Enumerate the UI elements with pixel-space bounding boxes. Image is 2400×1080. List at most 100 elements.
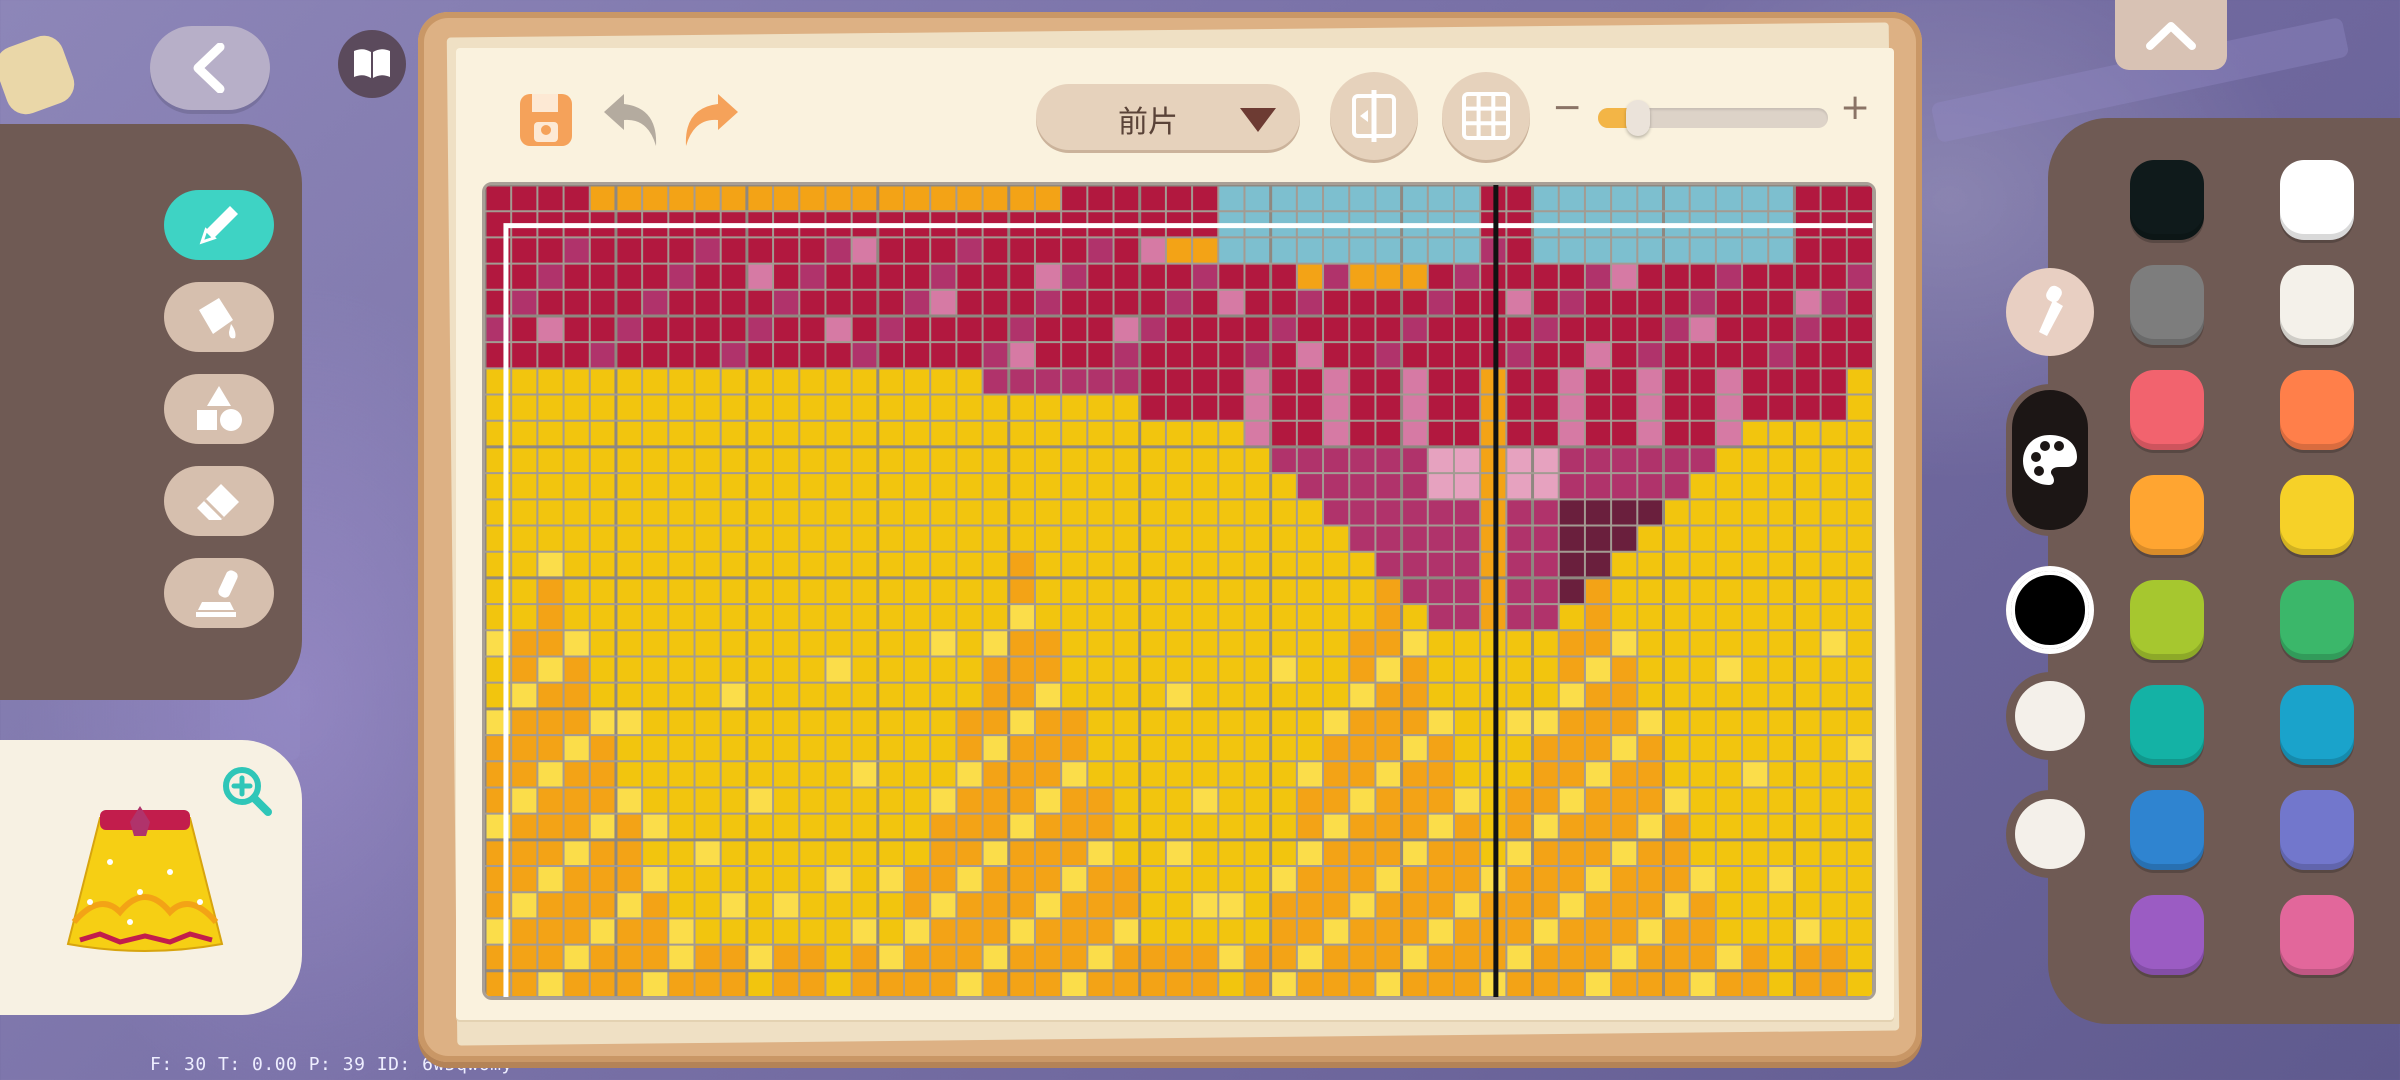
pixel-cell[interactable] (1584, 839, 1612, 867)
pixel-cell[interactable] (746, 237, 774, 264)
pixel-cell[interactable] (956, 446, 983, 474)
pixel-cell[interactable] (1427, 839, 1454, 867)
pixel-cell[interactable] (1794, 866, 1821, 893)
pixel-cell[interactable] (642, 656, 669, 683)
pixel-cell[interactable] (1087, 656, 1114, 683)
pixel-cell[interactable] (668, 289, 695, 316)
pixel-cell[interactable] (694, 787, 721, 814)
pixel-cell[interactable] (1768, 708, 1795, 736)
pixel-cell[interactable] (1558, 682, 1585, 709)
zoom-in-icon[interactable] (220, 764, 276, 820)
pixel-cell[interactable] (904, 315, 931, 343)
pixel-cell[interactable] (720, 185, 747, 212)
pixel-cell[interactable] (1742, 551, 1769, 578)
pixel-cell[interactable] (877, 813, 905, 840)
pixel-cell[interactable] (1375, 892, 1402, 919)
pixel-cell[interactable] (1558, 473, 1585, 500)
pixel-cell[interactable] (799, 892, 826, 919)
pixel-cell[interactable] (1139, 735, 1166, 762)
pixel-cell[interactable] (1139, 185, 1166, 212)
garment-preview-card[interactable] (0, 740, 302, 1015)
pixel-cell[interactable] (615, 892, 643, 919)
pixel-cell[interactable] (1034, 315, 1062, 343)
pixel-cell[interactable] (904, 499, 931, 526)
pixel-cell[interactable] (1584, 420, 1612, 447)
pixel-cell[interactable] (1008, 813, 1035, 840)
pixel-cell[interactable] (1637, 630, 1664, 657)
pixel-cell[interactable] (1296, 368, 1324, 395)
pixel-cell[interactable] (773, 604, 800, 631)
pixel-cell[interactable] (746, 551, 774, 578)
pixel-cell[interactable] (1401, 577, 1428, 605)
pixel-cell[interactable] (720, 263, 747, 290)
pixel-cell[interactable] (982, 525, 1009, 552)
pixel-cell[interactable] (746, 342, 774, 369)
pixel-cell[interactable] (851, 918, 878, 945)
pixel-cell[interactable] (851, 604, 878, 631)
pixel-cell[interactable] (1532, 970, 1559, 997)
pixel-cell[interactable] (1663, 735, 1690, 762)
pixel-cell[interactable] (825, 604, 852, 631)
pixel-cell[interactable] (956, 630, 983, 657)
pixel-cell[interactable] (1192, 420, 1219, 447)
pixel-cell[interactable] (1584, 944, 1612, 971)
pixel-cell[interactable] (563, 525, 590, 552)
pixel-cell[interactable] (1453, 473, 1481, 500)
pixel-cell[interactable] (1584, 237, 1612, 264)
pixel-cell[interactable] (1480, 944, 1507, 971)
pixel-cell[interactable] (1270, 761, 1297, 788)
pixel-cell[interactable] (589, 866, 616, 893)
pixel-cell[interactable] (1008, 604, 1035, 631)
pixel-cell[interactable] (563, 237, 590, 264)
pixel-cell[interactable] (1768, 892, 1795, 919)
pixel-cell[interactable] (1087, 237, 1114, 264)
pixel-cell[interactable] (930, 368, 957, 395)
pixel-cell[interactable] (1846, 473, 1873, 500)
pixel-cell[interactable] (1375, 577, 1402, 605)
pixel-cell[interactable] (746, 577, 774, 605)
pixel-cell[interactable] (1480, 420, 1507, 447)
pixel-cell[interactable] (1061, 604, 1088, 631)
pixel-cell[interactable] (1375, 525, 1402, 552)
pixel-cell[interactable] (1663, 394, 1690, 421)
pixel-cell[interactable] (694, 656, 721, 683)
pixel-cell[interactable] (799, 761, 826, 788)
pixel-cell[interactable] (799, 289, 826, 316)
pixel-cell[interactable] (1034, 866, 1062, 893)
pixel-cell[interactable] (1244, 630, 1271, 657)
pixel-cell[interactable] (1846, 577, 1873, 605)
pixel-cell[interactable] (1453, 604, 1481, 631)
pixel-cell[interactable] (773, 944, 800, 971)
pixel-cell[interactable] (1139, 577, 1166, 605)
pixel-cell[interactable] (1480, 735, 1507, 762)
pixel-cell[interactable] (511, 368, 538, 395)
pixel-cell[interactable] (1296, 604, 1324, 631)
pixel-cell[interactable] (563, 368, 590, 395)
pixel-cell[interactable] (1192, 787, 1219, 814)
pixel-cell[interactable] (1296, 892, 1324, 919)
pixel-cell[interactable] (904, 892, 931, 919)
pixel-cell[interactable] (537, 892, 564, 919)
pixel-cell[interactable] (1401, 315, 1428, 343)
pixel-cell[interactable] (615, 866, 643, 893)
pixel-cell[interactable] (1742, 918, 1769, 945)
pixel-cell[interactable] (1532, 944, 1559, 971)
pixel-cell[interactable] (1218, 944, 1245, 971)
pixel-cell[interactable] (956, 944, 983, 971)
pixel-cell[interactable] (1715, 263, 1743, 290)
color-swatch-4[interactable] (2280, 265, 2354, 345)
pixel-cell[interactable] (1846, 289, 1873, 316)
pixel-cell[interactable] (1663, 499, 1690, 526)
pixel-cell[interactable] (1558, 970, 1585, 997)
pixel-cell[interactable] (773, 237, 800, 264)
pixel-cell[interactable] (1008, 708, 1035, 736)
pixel-cell[interactable] (877, 761, 905, 788)
pixel-cell[interactable] (1820, 918, 1847, 945)
pixel-cell[interactable] (668, 892, 695, 919)
pixel-cell[interactable] (799, 839, 826, 867)
pixel-cell[interactable] (1087, 551, 1114, 578)
pixel-cell[interactable] (1061, 944, 1088, 971)
pixel-cell[interactable] (930, 499, 957, 526)
pixel-cell[interactable] (1689, 892, 1716, 919)
pixel-cell[interactable] (851, 892, 878, 919)
